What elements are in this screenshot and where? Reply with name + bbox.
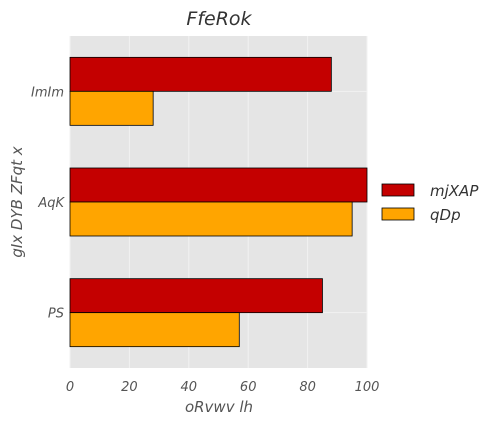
legend-swatch (381, 183, 415, 197)
x-tick-label: 20 (121, 380, 138, 395)
bars (69, 56, 368, 348)
bar-mjXAP-PS (69, 278, 323, 314)
bar-qDp-ImIm (69, 90, 154, 126)
x-tick-label: 0 (66, 380, 74, 395)
x-tick-labels: 0 20 40 60 80 100 (66, 380, 380, 395)
x-tick-label: 80 (299, 380, 316, 395)
chart-title: FfeRok (186, 8, 252, 30)
bar-mjXAP-ImIm (69, 56, 332, 92)
y-tick-label: ImIm (31, 85, 64, 100)
x-tick-label: 40 (181, 380, 198, 395)
x-tick-label: 100 (355, 380, 380, 395)
bar-qDp-AqK (69, 201, 353, 237)
y-tick-label: AqK (37, 196, 65, 211)
x-axis-label: oRvwv lh (185, 398, 253, 416)
y-axis-label: gIx DYB ZFqt x (8, 146, 26, 257)
x-tick-label: 60 (240, 380, 257, 395)
legend-swatch (381, 207, 415, 221)
y-tick-labels: ImIm AqK PS (31, 85, 65, 321)
bar-mjXAP-AqK (69, 167, 368, 203)
legend-label: qDp (430, 206, 461, 224)
bar-qDp-PS (69, 312, 240, 348)
legend: mjXAP qDp (381, 182, 479, 224)
legend-label: mjXAP (430, 182, 479, 200)
y-tick-label: PS (48, 307, 64, 322)
